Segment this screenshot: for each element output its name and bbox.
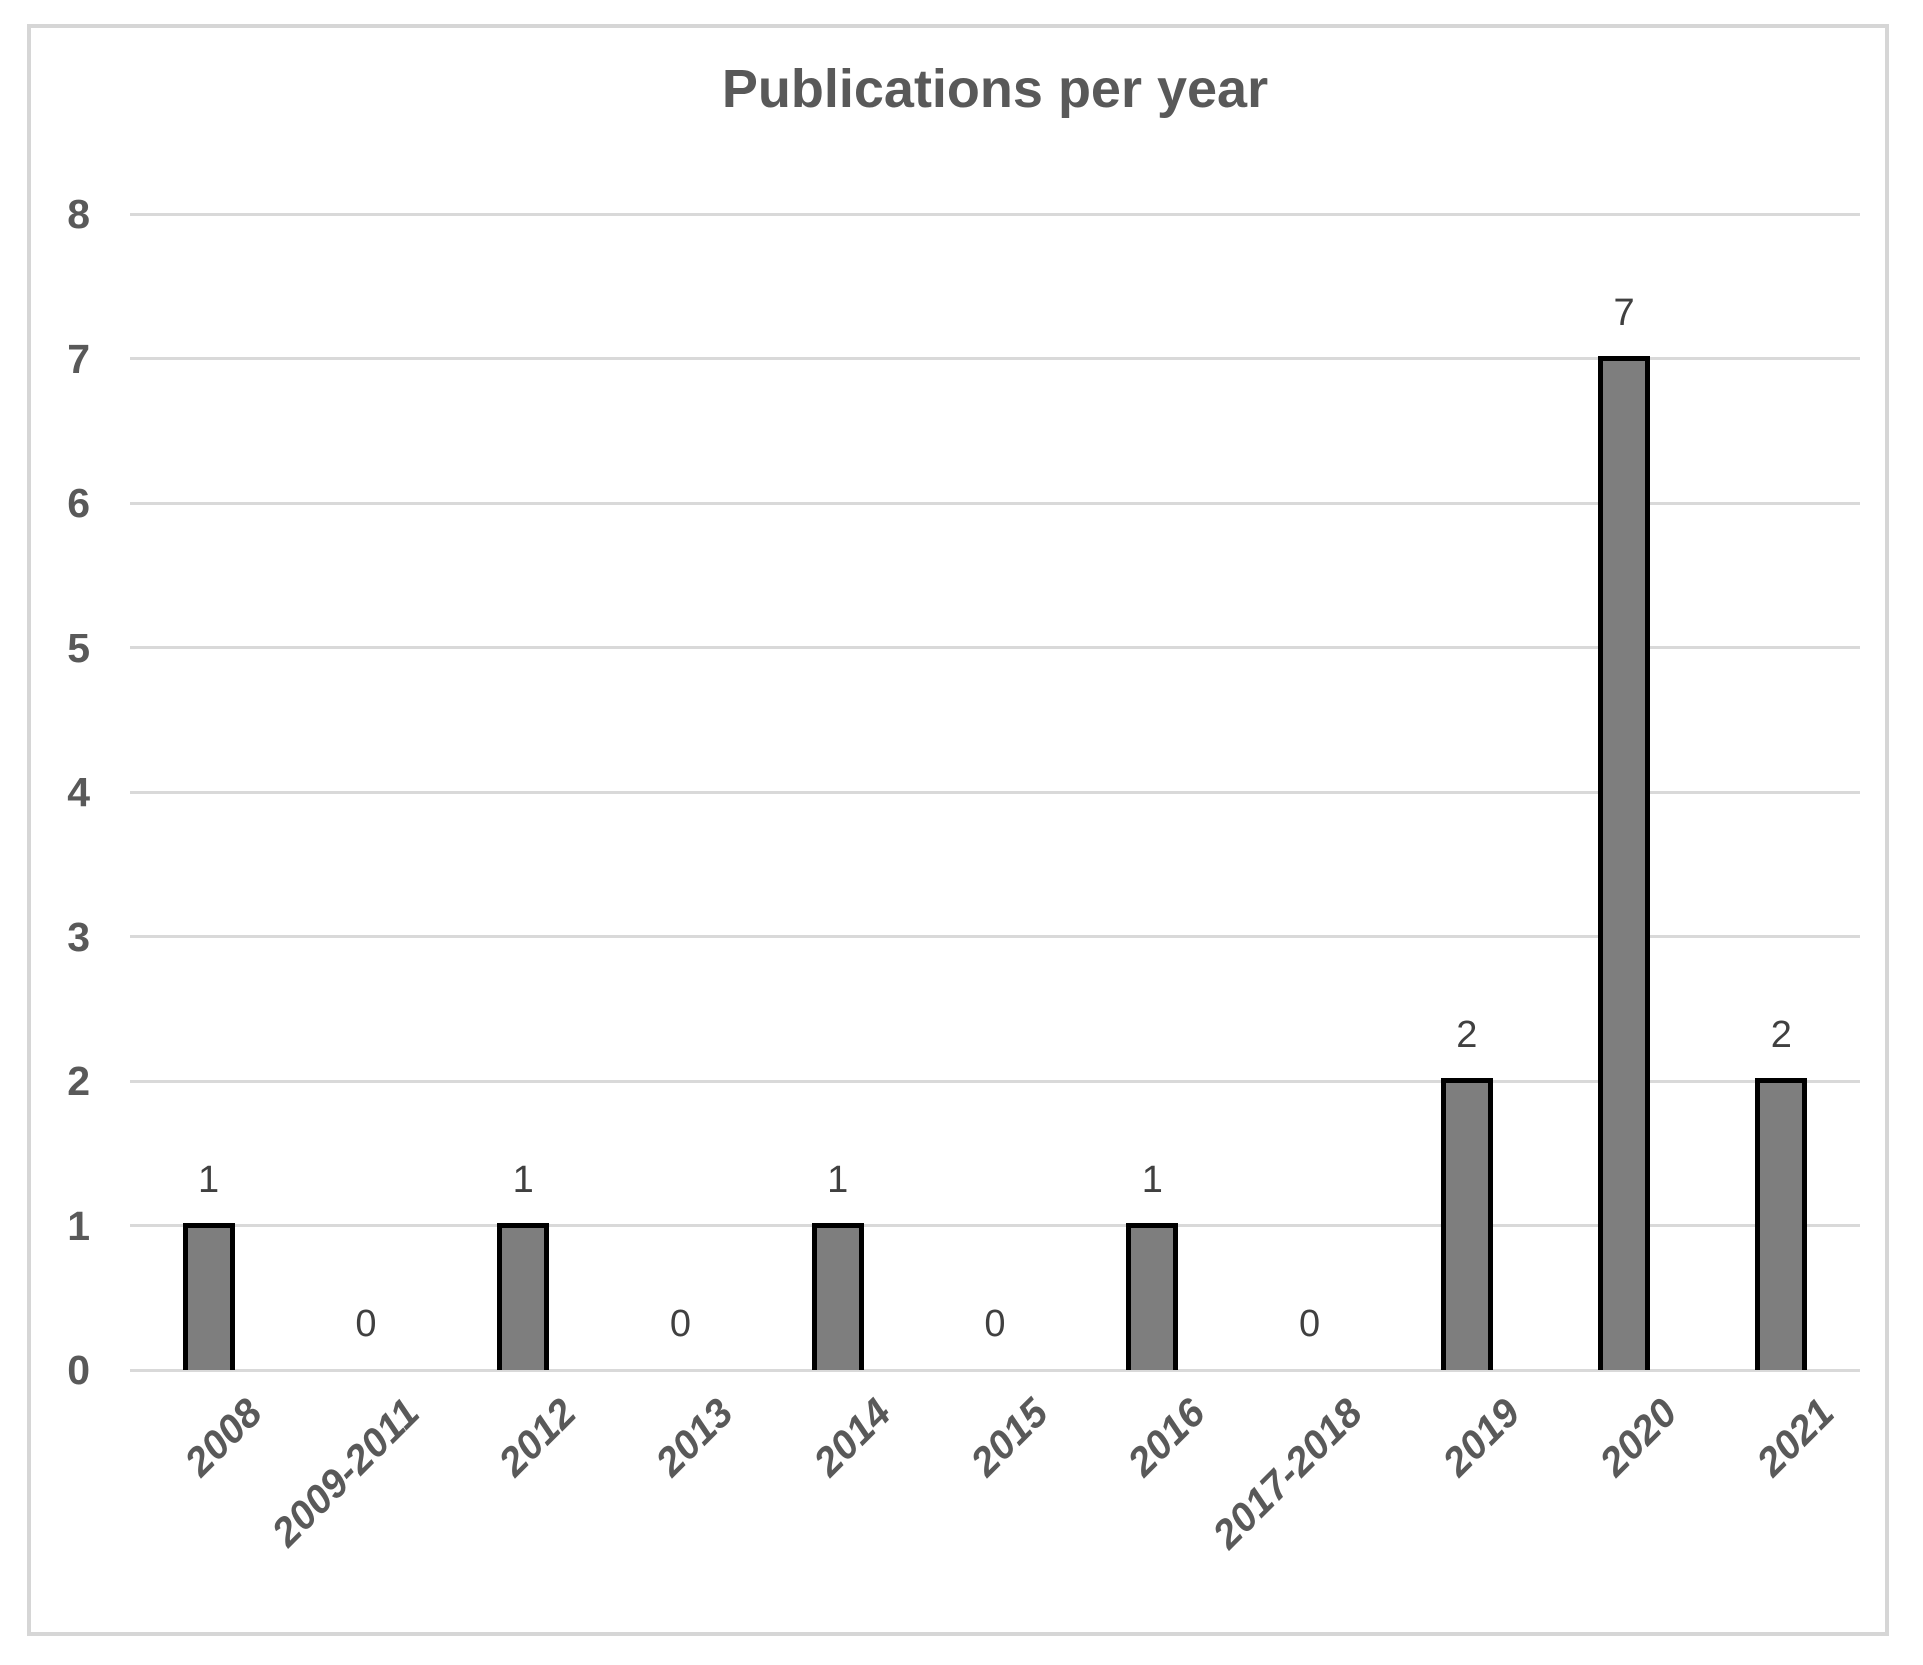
bar (1755, 1078, 1808, 1370)
x-axis-category-label: 2020 (1591, 1390, 1686, 1485)
bar-value-label: 1 (198, 1158, 220, 1201)
bar (1598, 355, 1651, 1370)
bar-value-label: 2 (1770, 1014, 1792, 1056)
y-axis-tick-label: 2 (67, 1058, 90, 1104)
bar-value-label: 1 (1141, 1158, 1163, 1201)
gridline (130, 212, 1860, 216)
y-axis-tick-label: 6 (67, 480, 90, 526)
bar-value-label: 0 (1298, 1303, 1321, 1345)
gridline (130, 1079, 1860, 1083)
x-axis-category-label: 2021 (1749, 1390, 1844, 1485)
gridline (130, 501, 1860, 505)
x-axis-category-label: 2017-2018 (1204, 1390, 1372, 1557)
x-axis-category-label: 2008 (176, 1390, 271, 1485)
gridline (130, 357, 1860, 360)
x-axis-category-label: 2014 (805, 1390, 900, 1485)
figure-frame (27, 24, 1889, 1636)
bar (182, 1222, 235, 1370)
bar (1126, 1222, 1179, 1370)
x-axis-category-label: 2009-2011 (263, 1390, 428, 1555)
bar-value-label: 7 (1613, 291, 1635, 334)
x-axis-labels: 2008 2009-2011 2012 2013 2014 2015 2016 2017-20… (130, 1390, 1860, 1642)
gridline (130, 1368, 1860, 1372)
x-axis-category-label: 2015 (962, 1390, 1057, 1485)
y-axis-tick-label: 0 (67, 1347, 90, 1393)
x-axis-category-label: 2016 (1119, 1390, 1214, 1485)
y-axis-tick-label: 7 (67, 335, 90, 382)
y-axis-tick-label: 1 (67, 1202, 90, 1249)
bar-value-label: 0 (669, 1303, 692, 1345)
bar (1440, 1078, 1493, 1370)
y-axis-tick-label: 4 (67, 769, 90, 815)
y-axis-tick-label: 3 (67, 913, 90, 960)
bar (811, 1222, 864, 1370)
bar-value-label: 0 (984, 1303, 1006, 1345)
y-axis-tick-label: 5 (67, 624, 90, 671)
gridline (130, 790, 1860, 794)
gridline (130, 646, 1860, 649)
y-axis-tick-label: 8 (67, 191, 90, 237)
x-axis-category-label: 2013 (648, 1390, 743, 1485)
bar-value-label: 1 (512, 1158, 534, 1201)
bar-value-label: 2 (1456, 1014, 1478, 1056)
gridline (130, 1224, 1860, 1227)
x-axis-category-label: 2019 (1434, 1390, 1529, 1485)
chart-title: Publications per year (721, 59, 1269, 119)
bar-value-label: 1 (827, 1158, 849, 1201)
bar (497, 1222, 550, 1370)
gridline (130, 935, 1860, 938)
bar-value-label: 0 (355, 1303, 377, 1345)
x-axis-category-label: 2012 (490, 1390, 585, 1485)
plot-area: 1 0 1 0 1 0 1 0 2 7 2 (130, 212, 1860, 1372)
